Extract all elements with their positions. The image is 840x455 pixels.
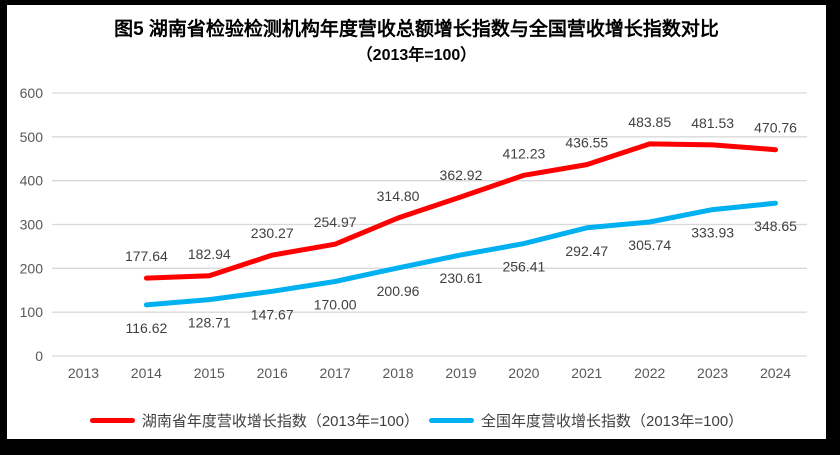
data-label: 182.94 xyxy=(188,246,231,262)
x-axis-tick-label: 2015 xyxy=(194,365,225,381)
x-axis-tick-label: 2022 xyxy=(634,365,665,381)
data-label: 254.97 xyxy=(314,214,357,230)
data-label: 292.47 xyxy=(565,243,608,259)
chart-panel: 图5 湖南省检验检测机构年度营收总额增长指数与全国营收增长指数对比 （2013年… xyxy=(7,5,826,439)
y-axis-tick-label: 300 xyxy=(20,217,44,233)
x-axis-tick-label: 2024 xyxy=(760,365,791,381)
data-label: 333.93 xyxy=(691,225,734,241)
series-line xyxy=(143,200,778,308)
data-label: 256.41 xyxy=(502,259,545,275)
chart-title: 图5 湖南省检验检测机构年度营收总额增长指数与全国营收增长指数对比 （2013年… xyxy=(7,16,826,67)
chart-title-line1: 图5 湖南省检验检测机构年度营收总额增长指数与全国营收增长指数对比 xyxy=(114,19,719,40)
data-label: 147.67 xyxy=(251,306,294,322)
data-label: 481.53 xyxy=(691,115,734,131)
x-axis-tick-label: 2021 xyxy=(571,365,602,381)
data-label: 116.62 xyxy=(125,320,167,336)
data-label: 230.61 xyxy=(440,270,483,286)
series-line xyxy=(143,141,778,281)
data-label: 128.71 xyxy=(188,315,231,331)
legend-item: 湖南省年度营收增长指数（2013年=100） xyxy=(89,410,419,431)
x-axis-tick-label: 2013 xyxy=(68,365,99,381)
y-axis-tick-label: 100 xyxy=(20,304,44,320)
legend-line-swatch xyxy=(429,417,474,423)
legend-label: 湖南省年度营收增长指数（2013年=100） xyxy=(141,412,419,430)
x-axis-tick-label: 2017 xyxy=(320,365,351,381)
x-axis-tick-label: 2020 xyxy=(508,365,539,381)
x-axis-tick-label: 2016 xyxy=(257,365,288,381)
legend-label: 全国年度营收增长指数（2013年=100） xyxy=(481,412,744,430)
y-axis-tick-label: 400 xyxy=(20,173,44,189)
data-label: 230.27 xyxy=(251,225,294,241)
y-axis-tick-label: 0 xyxy=(35,348,43,364)
data-label: 412.23 xyxy=(502,145,545,161)
x-axis-tick-label: 2019 xyxy=(445,365,476,381)
data-label: 362.92 xyxy=(440,167,483,183)
y-axis-tick-label: 200 xyxy=(20,260,44,276)
chart-title-line2: （2013年=100） xyxy=(356,46,477,64)
data-label: 483.85 xyxy=(628,114,671,130)
legend-line-swatch xyxy=(89,417,135,423)
x-axis-tick-label: 2018 xyxy=(382,365,413,381)
data-label: 177.64 xyxy=(125,248,168,264)
data-label: 470.76 xyxy=(754,120,797,136)
data-label: 200.96 xyxy=(377,283,420,299)
chart-legend: 湖南省年度营收增长指数（2013年=100） 全国年度营收增长指数（2013年=1… xyxy=(7,406,826,434)
y-axis-tick-label: 500 xyxy=(20,129,44,145)
x-axis-tick-label: 2023 xyxy=(697,365,728,381)
data-label: 348.65 xyxy=(754,218,797,234)
data-label: 170.00 xyxy=(314,296,357,312)
y-axis-tick-label: 600 xyxy=(20,85,44,101)
data-label: 314.80 xyxy=(377,188,420,204)
data-label: 436.55 xyxy=(565,135,608,151)
line-chart-plot-area: 0 100 200 300 400 500 600 2013 2014 2015 2016 2017 2… xyxy=(20,85,807,381)
data-label: 305.74 xyxy=(628,237,671,253)
x-axis-tick-label: 2014 xyxy=(131,365,162,381)
legend-item: 全国年度营收增长指数（2013年=100） xyxy=(429,410,743,431)
